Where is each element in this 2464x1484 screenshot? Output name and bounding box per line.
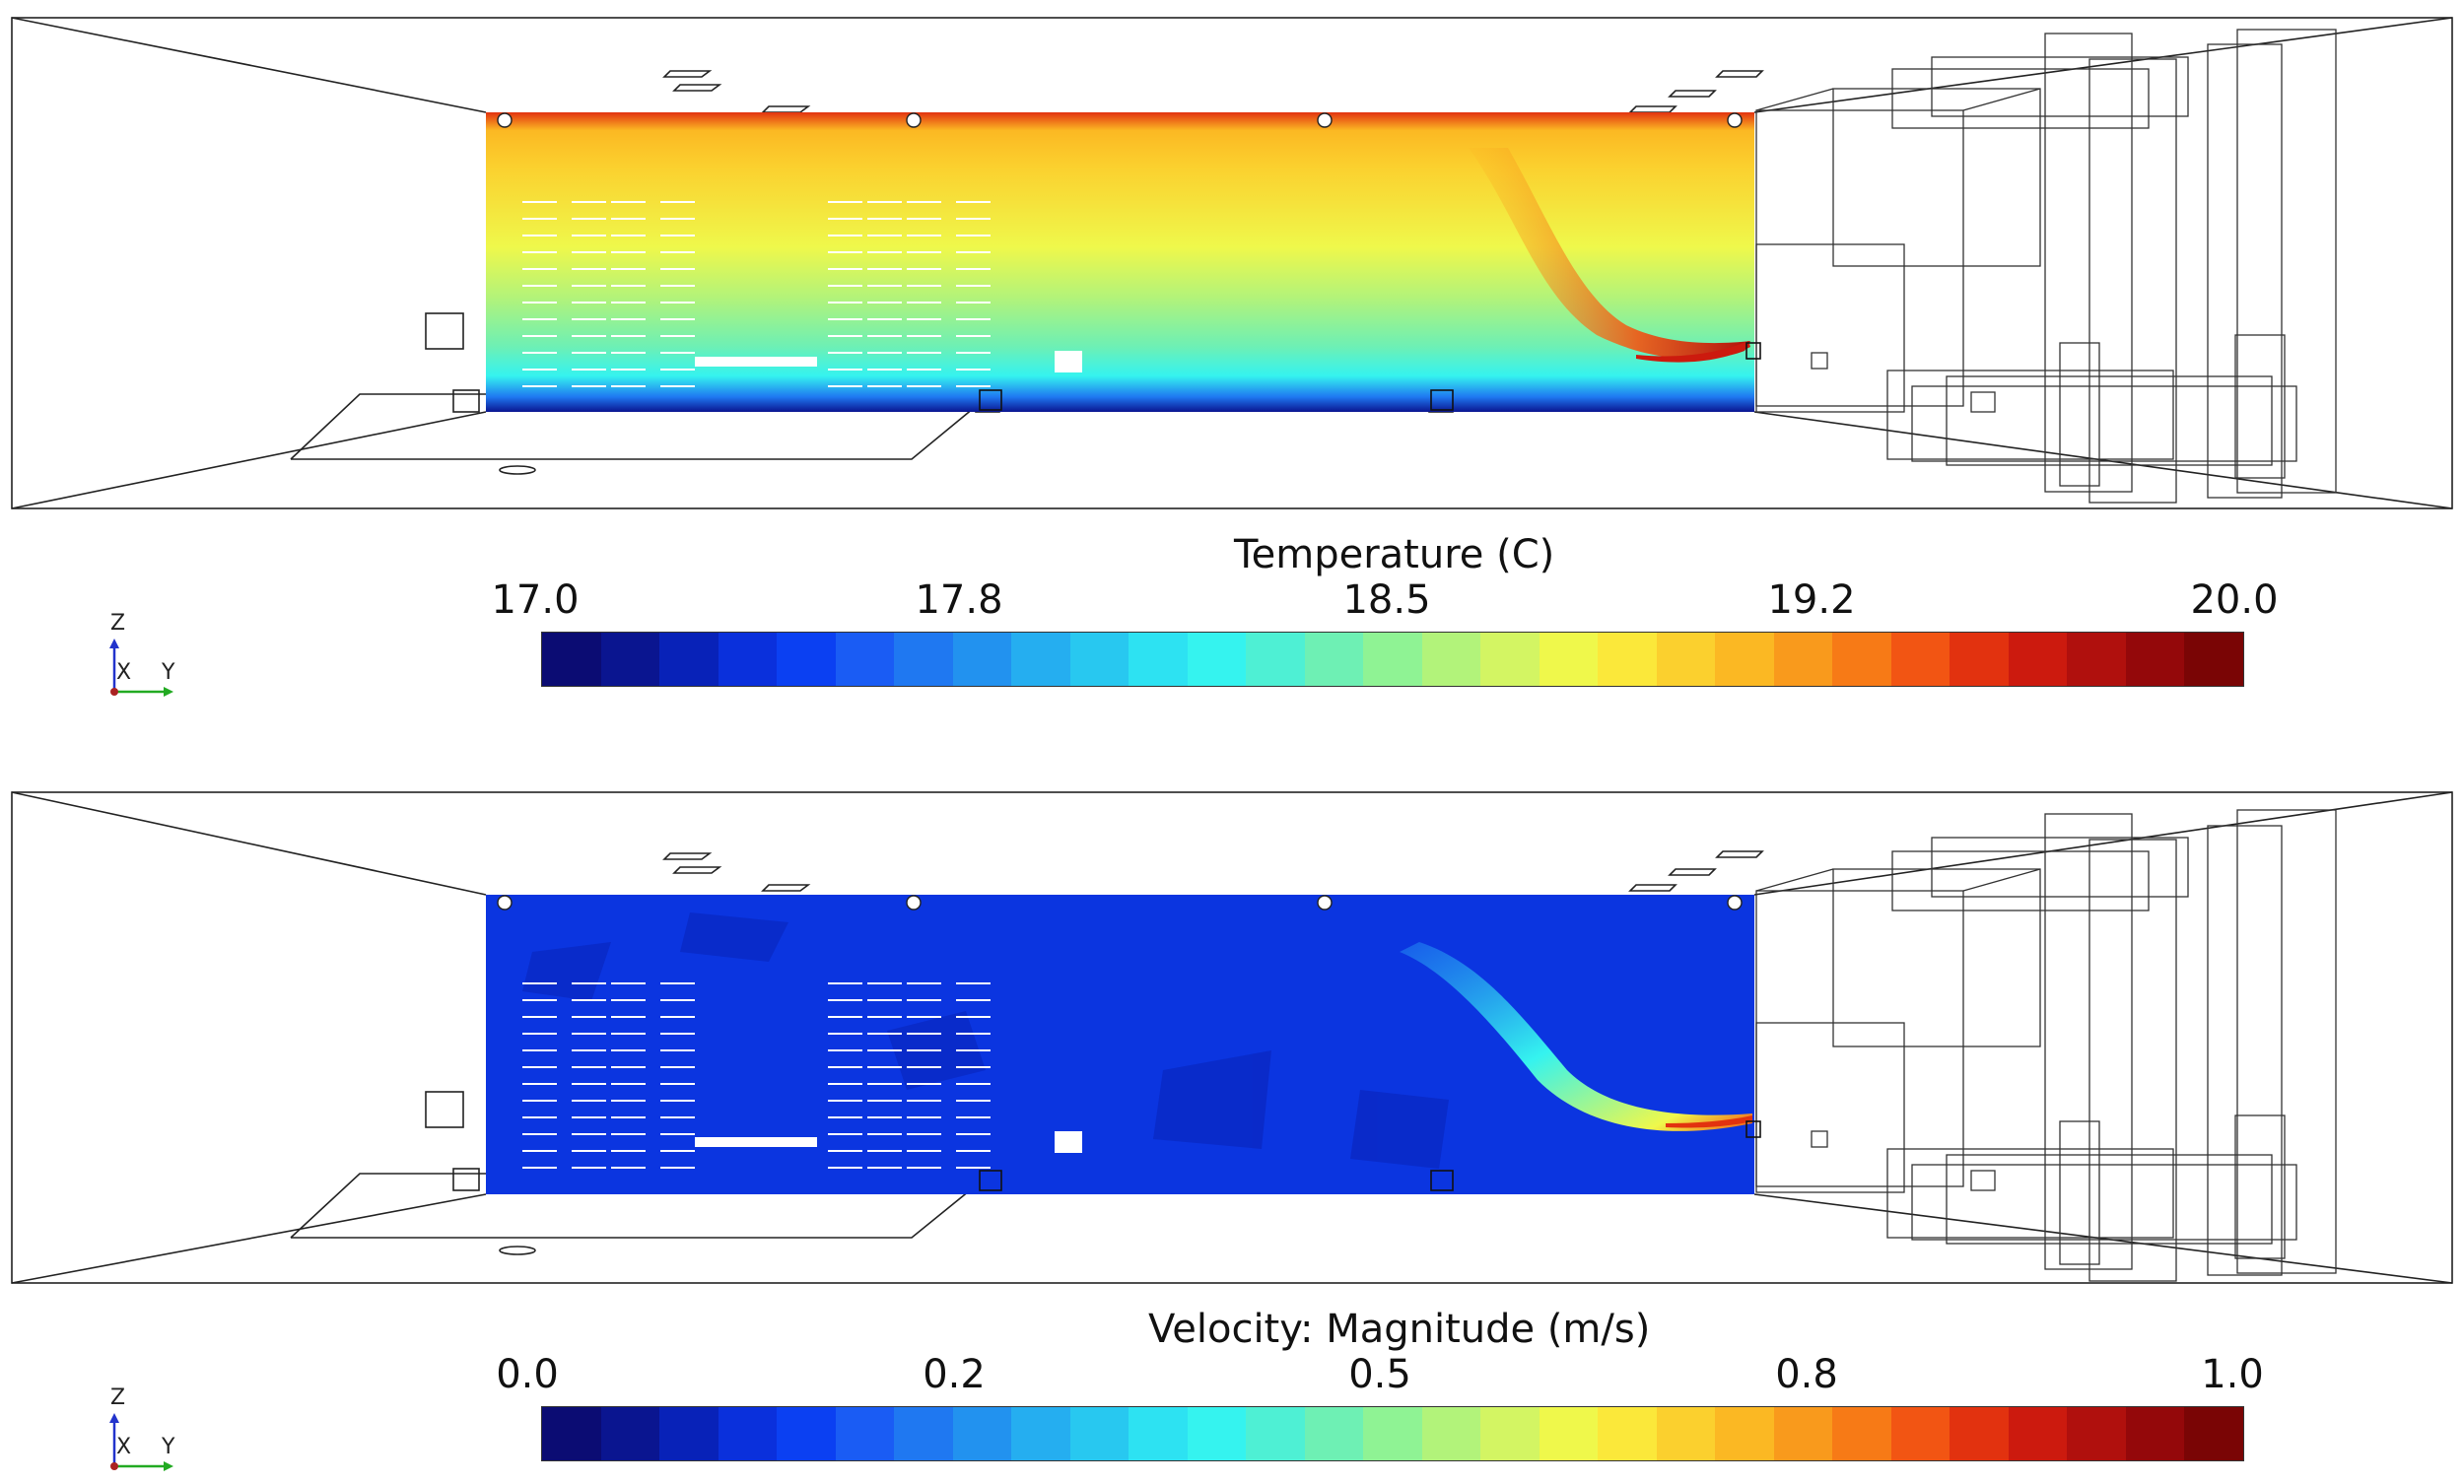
colorbar-swatch [835,633,895,686]
velocity-colorbar [541,1406,2244,1461]
velocity-tick-2: 0.5 [1348,1352,1411,1397]
temperature-tick-2: 18.5 [1342,577,1431,623]
colorbar-swatch [1421,1407,1481,1460]
colorbar-swatch [2125,1407,2185,1460]
temperature-panel: Temperature (C) 17.0 17.8 18.5 19.2 20.0… [11,17,2453,698]
server-racks [522,201,992,387]
colorbar-swatch [1246,633,1305,686]
colorbar-swatch [1832,633,1891,686]
colorbar-swatch [1129,1407,1188,1460]
colorbar-swatch [1187,633,1247,686]
colorbar-swatch [542,633,601,686]
colorbar-swatch [2184,633,2243,686]
colorbar-swatch [1363,1407,1422,1460]
colorbar-swatch [1011,1407,1070,1460]
temperature-tick-4: 20.0 [2190,577,2279,623]
colorbar-swatch [835,1407,895,1460]
colorbar-swatch [1539,633,1599,686]
axes-triad: Z X Y [99,609,187,698]
colorbar-swatch [1890,1407,1951,1460]
warm-jet-plume [1469,148,1750,360]
equipment-wireframe [1755,29,2337,504]
colorbar-swatch [1421,633,1481,686]
velocity-tick-3: 0.8 [1775,1352,1838,1397]
velocity-tick-0: 0.0 [496,1352,559,1397]
colorbar-swatch [1539,1407,1599,1460]
temperature-tick-0: 17.0 [491,577,580,623]
colorbar-swatch [952,633,1012,686]
colorbar-swatch [659,633,719,686]
axis-z-label-2: Z [110,1385,126,1410]
colorbar-swatch [1950,633,2009,686]
server-racks-2 [522,982,992,1169]
ceiling-vents [497,112,1743,128]
temperature-tick-1: 17.8 [915,577,1003,623]
colorbar-swatch [1832,1407,1891,1460]
colorbar-swatch [718,1407,778,1460]
axis-y-label-2: Y [162,1435,175,1459]
colorbar-swatch [1011,633,1070,686]
colorbar-swatch [2008,633,2068,686]
colorbar-swatch [1187,1407,1247,1460]
velocity-scene [11,791,2453,1284]
colorbar-swatch [2067,633,2126,686]
colorbar-swatch [1304,1407,1364,1460]
colorbar-swatch [1715,1407,1774,1460]
colorbar-swatch [1656,633,1716,686]
colorbar-swatch [1656,1407,1716,1460]
colorbar-swatch [2067,1407,2126,1460]
velocity-contour-plane [486,895,1754,1194]
temperature-colorbar-title: Temperature (C) [1234,532,1555,577]
colorbar-swatch [894,1407,953,1460]
colorbar-swatch [1598,633,1657,686]
colorbar-swatch [659,1407,719,1460]
colorbar-swatch [600,1407,660,1460]
velocity-tick-4: 1.0 [2201,1352,2264,1397]
velocity-tick-1: 0.2 [923,1352,986,1397]
temperature-tick-3: 19.2 [1767,577,1856,623]
equipment-wireframe-2 [1755,809,2337,1282]
velocity-jet-plume [1400,942,1752,1131]
colorbar-swatch [1480,633,1540,686]
colorbar-swatch [1950,1407,2009,1460]
colorbar-swatch [894,633,953,686]
colorbar-swatch [1890,633,1951,686]
colorbar-swatch [1069,1407,1129,1460]
colorbar-swatch [952,1407,1012,1460]
colorbar-swatch [777,633,836,686]
temperature-colorbar [541,632,2244,687]
colorbar-swatch [1363,633,1422,686]
colorbar-swatch [600,633,660,686]
colorbar-swatch [2184,1407,2243,1460]
axis-y-label: Y [162,660,175,685]
colorbar-swatch [1069,633,1129,686]
colorbar-swatch [777,1407,836,1460]
colorbar-swatch [1773,1407,1833,1460]
velocity-colorbar-title: Velocity: Magnitude (m/s) [1148,1307,1651,1352]
colorbar-swatch [1480,1407,1540,1460]
colorbar-swatch [718,633,778,686]
ceiling-vents-2 [497,895,1743,911]
axes-triad-2: Z X Y [99,1383,187,1472]
colorbar-swatch [2008,1407,2068,1460]
axis-z-label: Z [110,611,126,636]
colorbar-swatch [1304,633,1364,686]
colorbar-swatch [1773,633,1833,686]
colorbar-swatch [1129,633,1188,686]
colorbar-swatch [1715,633,1774,686]
colorbar-swatch [1246,1407,1305,1460]
colorbar-swatch [2125,633,2185,686]
colorbar-swatch [542,1407,601,1460]
velocity-panel: Velocity: Magnitude (m/s) 0.0 0.2 0.5 0.… [0,775,2464,1484]
axis-x-label: X [116,660,132,685]
axis-x-label-2: X [116,1435,132,1459]
temperature-scene [11,17,2453,509]
colorbar-swatch [1598,1407,1657,1460]
